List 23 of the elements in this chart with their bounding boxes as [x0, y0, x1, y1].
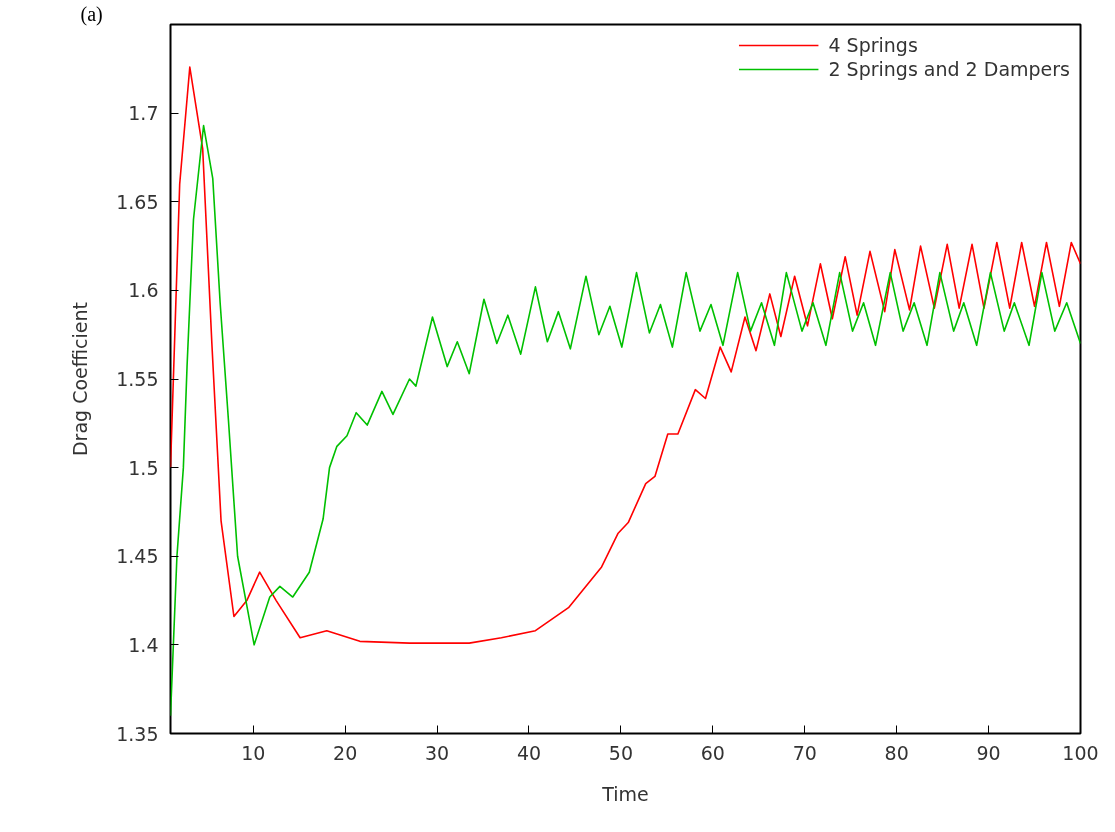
y-tick-label: 1.65: [116, 190, 159, 213]
legend-label: 2 Springs and 2 Dampers: [828, 58, 1070, 80]
x-tick-label: 40: [516, 741, 542, 764]
x-tick-label: 50: [608, 741, 633, 764]
y-tick-label: 1.6: [128, 279, 159, 302]
x-tick-label: 30: [424, 741, 450, 764]
y-tick-label: 1.55: [116, 368, 159, 390]
text: (a): [80, 2, 103, 26]
y-tick-label: 1.45: [116, 545, 159, 568]
x-tick-label: 90: [976, 741, 1001, 764]
x-tick-label: 70: [792, 741, 817, 764]
y-axis-title: Drag Coefficient: [69, 301, 92, 457]
x-tick-label: 20: [333, 741, 358, 764]
y-tick-label: 1.7: [128, 102, 159, 125]
x-tick-label: 80: [884, 741, 909, 764]
y-tick-label: 1.5: [128, 456, 159, 479]
x-axis-title: Time: [601, 782, 649, 805]
x-tick-label: 60: [700, 741, 725, 764]
legend-label: 4 Springs: [828, 34, 918, 56]
y-tick-label: 1.35: [116, 722, 159, 745]
x-tick-label: 100: [1062, 741, 1099, 764]
y-tick-label: 1.4: [128, 633, 159, 656]
x-tick-label: 10: [241, 741, 266, 764]
